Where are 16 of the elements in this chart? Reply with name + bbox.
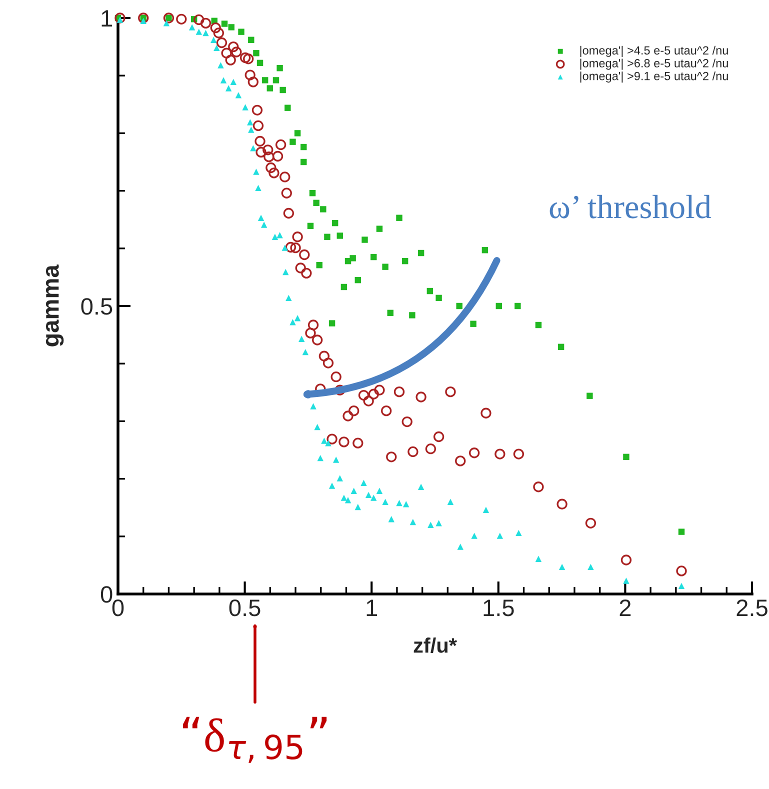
y-tick-label: 1 <box>102 10 112 27</box>
legend-label: |omega'| >4.5 e-5 utau^2 /nu <box>580 46 728 57</box>
y-axis-title: gamma <box>46 264 64 346</box>
y-tick-label: 0 <box>100 586 112 603</box>
annotation: ω’ threshold <box>550 194 712 218</box>
legend-label: |omega'| >6.8 e-5 utau^2 /nu <box>580 58 728 70</box>
text: “δ$_{τ,95}$” <box>182 716 327 763</box>
x-tick-label: 1 <box>366 600 378 616</box>
x-tick-label: 0 <box>112 599 124 616</box>
legend-label: |omega'| >9.1 e-5 utau^2 /nu <box>580 72 728 83</box>
x-tick-label: 2.5 <box>736 599 768 616</box>
x-tick-label: 2 <box>620 599 631 616</box>
x-tick-label: 0.5 <box>229 599 260 616</box>
x-tick-label: 1.5 <box>484 600 514 616</box>
x-axis-title: zf/u* <box>414 638 457 654</box>
y-tick-label: 0.5 <box>81 298 112 315</box>
